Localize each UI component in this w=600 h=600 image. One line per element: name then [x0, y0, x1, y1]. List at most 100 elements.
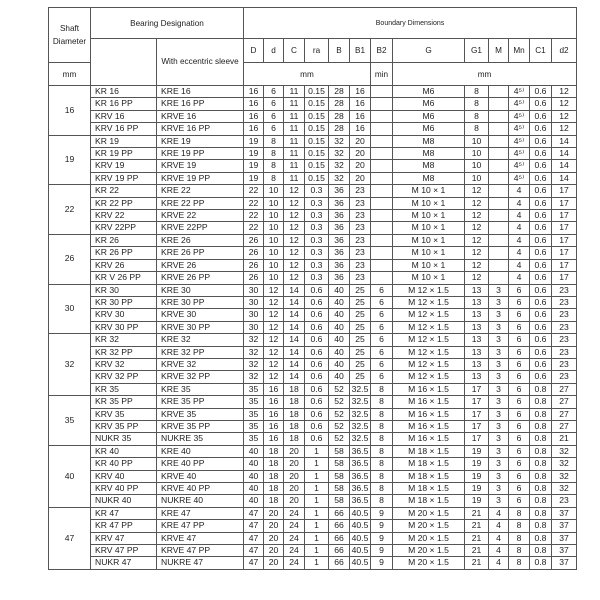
- dimension-cell: 25: [349, 320, 371, 335]
- dimension-cell: 24: [283, 556, 305, 570]
- eccentric-designation-cell: KRE 35: [156, 382, 244, 397]
- dimension-cell: 18: [283, 395, 305, 409]
- designation-cell: KR 30: [90, 283, 157, 297]
- eccentric-designation-cell: KRVE 40 PP: [156, 481, 244, 496]
- dimension-cell: 0.8: [529, 494, 552, 508]
- dimension-cell: 36: [328, 221, 350, 235]
- dimension-cell: [488, 84, 509, 99]
- dimension-cell: 1: [304, 481, 329, 496]
- dimension-cell: 8: [508, 544, 530, 558]
- dimension-cell: 17: [550, 196, 578, 211]
- dimension-cell: 3: [488, 308, 509, 322]
- eccentric-designation-cell: KRVE 16 PP: [156, 122, 244, 136]
- table-row: KRV 30 PP KRVE 30 PP 30 12 14 0.6 40 25 6 M 12 × …: [49, 320, 578, 335]
- dimension-cell: 17: [550, 271, 578, 285]
- dimension-cell: 0.6: [304, 370, 329, 384]
- dimension-cell: 25: [349, 370, 371, 384]
- shaft-diameter-cell: 30: [48, 283, 91, 335]
- dimension-cell: 36.5: [349, 457, 371, 471]
- dimension-cell: 0.15: [304, 171, 329, 186]
- dimension-cell: 0.6: [304, 333, 329, 347]
- dimension-cell: 3: [488, 382, 509, 397]
- dimension-cell: 6: [370, 357, 393, 372]
- dimension-cell: 3: [488, 444, 509, 459]
- column-header: G: [392, 38, 465, 63]
- dimension-cell: 8: [464, 122, 489, 136]
- dimension-cell: 16: [263, 419, 284, 434]
- dimension-cell: 21: [464, 506, 489, 521]
- dimension-cell: 0.8: [529, 556, 552, 570]
- designation-cell: KRV 19: [90, 159, 157, 173]
- dimension-cell: 12: [263, 370, 284, 384]
- dimension-cell: 12: [263, 283, 284, 297]
- dimension-cell: 24: [283, 519, 305, 533]
- dimension-cell: 26: [243, 233, 264, 248]
- table-row: KRV 30 KRVE 30 30 12 14 0.6 40 25 6 M 12 × 1.5 13 3…: [49, 308, 578, 322]
- shaft-diameter-header: Shaft Diameter: [48, 7, 91, 63]
- dimension-cell: 40: [243, 444, 264, 459]
- table-row: KRV 16 PP KRVE 16 PP 16 6 11 0.15 28 16 M6 8 4⁵⁾ 0.…: [49, 122, 578, 136]
- boundary-dimensions-header: Boundary Dimensions: [242, 7, 578, 39]
- dimension-cell: [488, 271, 509, 285]
- dimension-cell: 3: [488, 395, 509, 409]
- designation-cell: KR 35 PP: [90, 395, 157, 409]
- table-row: 30 KR 30 KRE 30 30 12 14 0.6 40 25 6 M 12 × 1.5 13 3…: [48, 283, 578, 335]
- dimension-cell: 28: [328, 97, 350, 111]
- dimension-cell: M8: [392, 134, 465, 149]
- dimension-cell: 6: [263, 122, 284, 136]
- designation-cell: NUKR 40: [90, 494, 157, 508]
- dimension-cell: M 10 × 1: [392, 233, 465, 248]
- dimension-cell: 1: [304, 544, 329, 558]
- dimension-cell: 32: [328, 171, 350, 186]
- dimension-cell: 20: [283, 494, 305, 508]
- dimension-cell: 37: [550, 519, 578, 533]
- table-row: KRV 22PP KRVE 22PP 22 10 12 0.3 36 23 M 10 × 1 12…: [49, 221, 578, 235]
- dimension-cell: [370, 271, 393, 285]
- dimension-cell: 40: [328, 295, 350, 310]
- eccentric-designation-cell: KRVE 40: [156, 469, 244, 484]
- eccentric-designation-cell: KRVE 26 PP: [156, 271, 244, 285]
- table-row: KRV 19 PP KRVE 19 PP 19 8 11 0.15 32 20 M8 10 4⁵⁾ 0…: [49, 171, 578, 186]
- designation-cell: KR 19: [90, 134, 157, 149]
- table-row: KR 32 PP KRE 32 PP 32 12 14 0.6 40 25 6 M 12 × 1.…: [49, 345, 578, 359]
- dimension-cell: 40: [328, 357, 350, 372]
- dimension-cell: 35: [243, 395, 264, 409]
- dimension-cell: 14: [283, 370, 305, 384]
- dimension-cell: 32.5: [349, 382, 371, 397]
- dimension-cell: 6: [508, 308, 530, 322]
- table-row: KRV 16 KRVE 16 16 6 11 0.15 28 16 M6 8 4⁵⁾ 0.6 12: [49, 109, 578, 124]
- dimension-cell: 21: [464, 544, 489, 558]
- dimension-cell: 0.6: [529, 295, 552, 310]
- dimension-cell: 32: [550, 481, 578, 496]
- dimension-cell: 25: [349, 333, 371, 347]
- dimension-cell: 12: [464, 209, 489, 223]
- dimension-cell: 14: [550, 159, 578, 173]
- dimension-cell: [488, 246, 509, 260]
- dimension-cell: 6: [263, 109, 284, 124]
- eccentric-designation-cell: KRE 32: [156, 333, 244, 347]
- dimension-cell: 0.3: [304, 184, 329, 198]
- eccentric-sleeve-header: With eccentric sleeve: [156, 50, 244, 74]
- column-header: B: [328, 38, 350, 63]
- dimension-cell: 0.3: [304, 246, 329, 260]
- dimension-cell: 4: [488, 544, 509, 558]
- table-row: 22 KR 22 KRE 22 22 10 12 0.3 36 23 M 10 × 1 12 4 0.6…: [48, 184, 578, 235]
- dimension-cell: 6: [508, 357, 530, 372]
- dimension-cell: 30: [243, 320, 264, 335]
- dimension-cell: 36: [328, 196, 350, 211]
- dimension-cell: 52: [328, 395, 350, 409]
- dimension-cell: 28: [328, 109, 350, 124]
- dimension-cell: 32.5: [349, 395, 371, 409]
- dimension-cell: 12: [464, 271, 489, 285]
- dimension-cell: 16: [349, 109, 371, 124]
- dimension-cell: 17: [464, 407, 489, 421]
- dimension-cell: 0.3: [304, 221, 329, 235]
- dimension-cell: 58: [328, 469, 350, 484]
- designation-cell: KRV 16 PP: [90, 122, 157, 136]
- dimension-cell: 0.15: [304, 97, 329, 111]
- dimension-cell: 37: [550, 506, 578, 521]
- eccentric-designation-cell: KRE 40: [156, 444, 244, 459]
- table-row: KRV 35 KRVE 35 35 16 18 0.6 52 32.5 8 M 16 × 1.5 1…: [49, 407, 578, 421]
- dimension-cell: 3: [488, 370, 509, 384]
- designation-cell: KRV 47: [90, 531, 157, 546]
